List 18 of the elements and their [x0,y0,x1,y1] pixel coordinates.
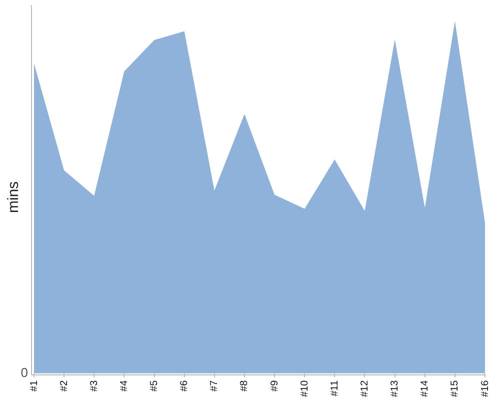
text: 0 [20,364,28,380]
x-tick-label: #2 [58,380,70,392]
x-tick-label: #15 [450,380,461,398]
y-axis-title: mins [5,181,22,213]
x-tick-label: #13 [390,380,401,398]
x-tick-label: #16 [480,380,491,398]
x-tick-label: #9 [269,380,280,392]
x-tick-label: #8 [239,380,250,392]
x-tick-label: #3 [88,380,100,392]
x-tick-label: #7 [209,380,220,392]
x-tick-label: #10 [299,380,310,398]
x-tick-label: #4 [118,380,130,392]
x-tick-label: #12 [359,380,370,398]
x-tick-label: #14 [420,380,431,398]
x-tick-label: #5 [149,380,160,392]
x-tick-label: #6 [179,380,190,392]
x-tick-label: #1 [28,380,40,392]
x-tick-label: #11 [329,380,340,396]
